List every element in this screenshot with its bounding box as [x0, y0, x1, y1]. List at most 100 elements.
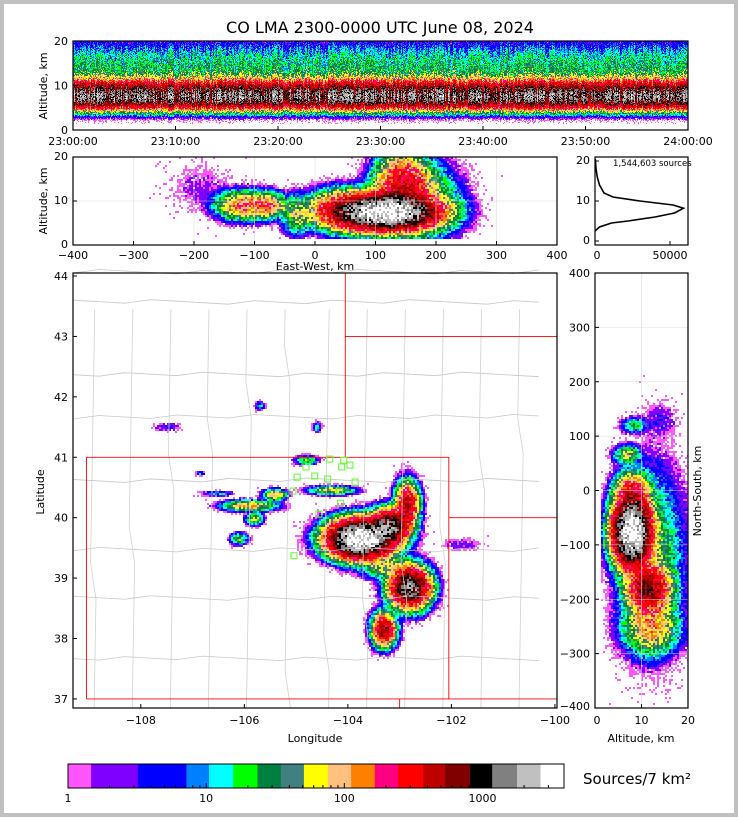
- y-tick-label: 0: [61, 238, 68, 251]
- colorbar-swatch: [209, 764, 234, 788]
- x-tick-label: −100: [540, 714, 570, 727]
- colorbar-swatch: [398, 764, 424, 788]
- lma-station-marker: [336, 487, 344, 495]
- y-tick-label: 100: [569, 430, 590, 443]
- colorbar-swatch: [517, 764, 541, 788]
- x-tick-label: 20: [681, 714, 695, 727]
- x-tick-label: −400: [58, 249, 88, 262]
- y-tick-label: −100: [560, 539, 590, 552]
- x-tick-label: 100: [365, 249, 386, 262]
- colorbar-swatch: [186, 764, 210, 788]
- x-tick-label: 0: [594, 249, 601, 262]
- x-tick-label: −104: [333, 714, 363, 727]
- state-border: [86, 456, 450, 700]
- y-tick-label: 44: [54, 270, 68, 283]
- y-tick-label: 0: [583, 234, 590, 247]
- colorbar-swatch: [327, 764, 352, 788]
- y-tick-label: 37: [54, 693, 68, 706]
- y-tick-label: 43: [54, 330, 68, 343]
- ew-xlabel: East-West, km: [276, 260, 354, 273]
- county-line: [72, 595, 539, 601]
- county-line: [478, 309, 485, 709]
- county-line: [72, 371, 539, 378]
- ns-ylabel: North-South, km: [691, 446, 704, 537]
- lma-station-marker: [315, 510, 323, 518]
- county-line: [72, 299, 539, 305]
- y-tick-label: −300: [560, 648, 590, 661]
- colorbar-label: Sources/7 km²: [583, 770, 691, 788]
- county-line: [245, 309, 252, 709]
- county-line: [72, 655, 539, 662]
- colorbar-swatch: [137, 764, 187, 788]
- county-line: [72, 414, 539, 420]
- y-tick-label: 38: [54, 633, 68, 646]
- ns-xlabel: Altitude, km: [607, 732, 674, 745]
- x-tick-label: 23:20:00: [253, 135, 302, 148]
- x-tick-label: 300: [486, 249, 507, 262]
- y-tick-label: 20: [54, 150, 68, 163]
- colorbar-swatch: [540, 764, 565, 788]
- y-tick-label: −200: [560, 593, 590, 606]
- colorbar-tick-label: 10: [199, 792, 213, 805]
- time-height-frame: [72, 40, 689, 131]
- x-tick-label: 200: [426, 249, 447, 262]
- x-tick-label: 23:00:00: [48, 135, 97, 148]
- y-tick-label: 200: [569, 376, 590, 389]
- lma-station-marker: [337, 499, 345, 507]
- colorbar-tick-label: 100: [334, 792, 355, 805]
- lma-station-marker: [346, 461, 354, 469]
- x-tick-label: −300: [118, 249, 148, 262]
- histogram-line: [594, 158, 686, 232]
- x-tick-label: 23:30:00: [356, 135, 405, 148]
- colorbar-swatch: [68, 764, 92, 788]
- colorbar-tick-label: 1000: [468, 792, 496, 805]
- county-line: [284, 309, 291, 709]
- x-tick-label: 0: [312, 249, 319, 262]
- chart-title: CO LMA 2300-0000 UTC June 08, 2024: [226, 18, 534, 37]
- ew-ylabel: Altitude, km: [37, 167, 50, 234]
- lma-station-marker: [351, 478, 359, 486]
- x-tick-label: 50000: [653, 249, 688, 262]
- x-tick-label: 23:50:00: [561, 135, 610, 148]
- plan-view-density: [73, 273, 557, 708]
- county-line: [323, 309, 330, 709]
- colorbar-swatch: [374, 764, 399, 788]
- plan-xlabel: Longitude: [288, 732, 343, 745]
- x-tick-label: 24:00:00: [663, 135, 712, 148]
- county-line: [168, 309, 175, 709]
- colorbar-swatch: [423, 764, 446, 788]
- y-tick-label: 39: [54, 572, 68, 585]
- x-tick-label: −106: [229, 714, 259, 727]
- y-tick-label: 400: [569, 267, 590, 280]
- y-tick-label: 10: [54, 194, 68, 207]
- lma-station-marker: [293, 473, 301, 481]
- colorbar-frame: [67, 763, 565, 789]
- lma-station-marker: [302, 463, 310, 471]
- plan-ylabel: Latitude: [34, 469, 47, 515]
- x-tick-label: 10: [635, 714, 649, 727]
- colorbar-tick-label: 1: [65, 792, 72, 805]
- county-line: [128, 309, 136, 709]
- y-tick-label: 10: [576, 194, 590, 207]
- lma-station-marker: [289, 487, 297, 495]
- x-tick-label: 0: [594, 714, 601, 727]
- lma-station-marker: [326, 455, 334, 463]
- x-tick-label: −200: [179, 249, 209, 262]
- y-tick-label: 20: [576, 154, 590, 167]
- county-line: [206, 309, 213, 709]
- county-line: [517, 309, 524, 709]
- lma-station-marker: [338, 463, 346, 471]
- y-tick-label: −400: [560, 700, 590, 713]
- y-tick-label: 10: [54, 80, 68, 93]
- lma-station-marker: [290, 552, 298, 560]
- colorbar-swatch: [492, 764, 518, 788]
- y-tick-label: 40: [54, 512, 68, 525]
- x-tick-label: −102: [436, 714, 466, 727]
- y-tick-label: 41: [54, 451, 68, 464]
- colorbar-swatch: [470, 764, 493, 788]
- colorbar-swatch: [303, 764, 329, 788]
- county-line: [362, 309, 369, 709]
- y-tick-label: 20: [54, 35, 68, 48]
- colorbar-swatch: [445, 764, 471, 788]
